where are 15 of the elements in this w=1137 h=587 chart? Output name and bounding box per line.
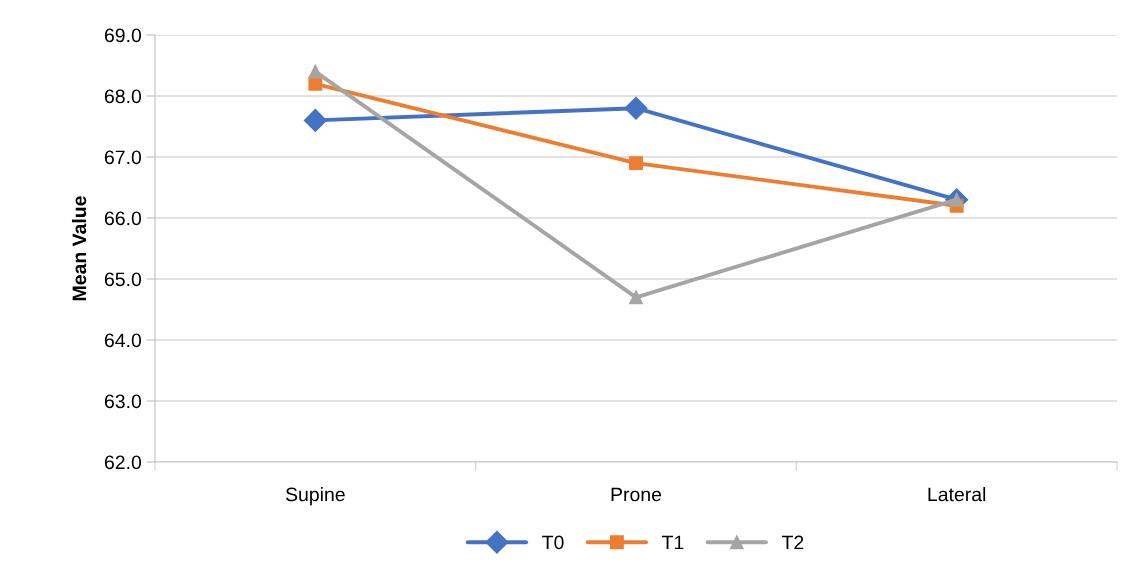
- y-tick-label: 65.0: [104, 272, 142, 287]
- x-tick-label: Supine: [285, 487, 345, 506]
- y-tick-label: 63.0: [104, 394, 142, 409]
- legend-label: T1: [662, 535, 684, 550]
- y-tick-label: 64.0: [104, 333, 142, 348]
- y-tick-label: 68.0: [104, 89, 142, 104]
- y-tick-label: 62.0: [104, 455, 142, 470]
- legend-label: T0: [542, 535, 564, 550]
- x-tick-label: Prone: [611, 487, 662, 502]
- x-tick-label: Lateral: [928, 487, 986, 502]
- y-axis-title: Mean Value: [71, 196, 87, 301]
- y-tick-label: 66.0: [104, 211, 142, 226]
- y-tick-label: 69.0: [104, 28, 142, 43]
- y-tick-label: 67.0: [104, 150, 142, 165]
- legend-label: T2: [781, 535, 804, 550]
